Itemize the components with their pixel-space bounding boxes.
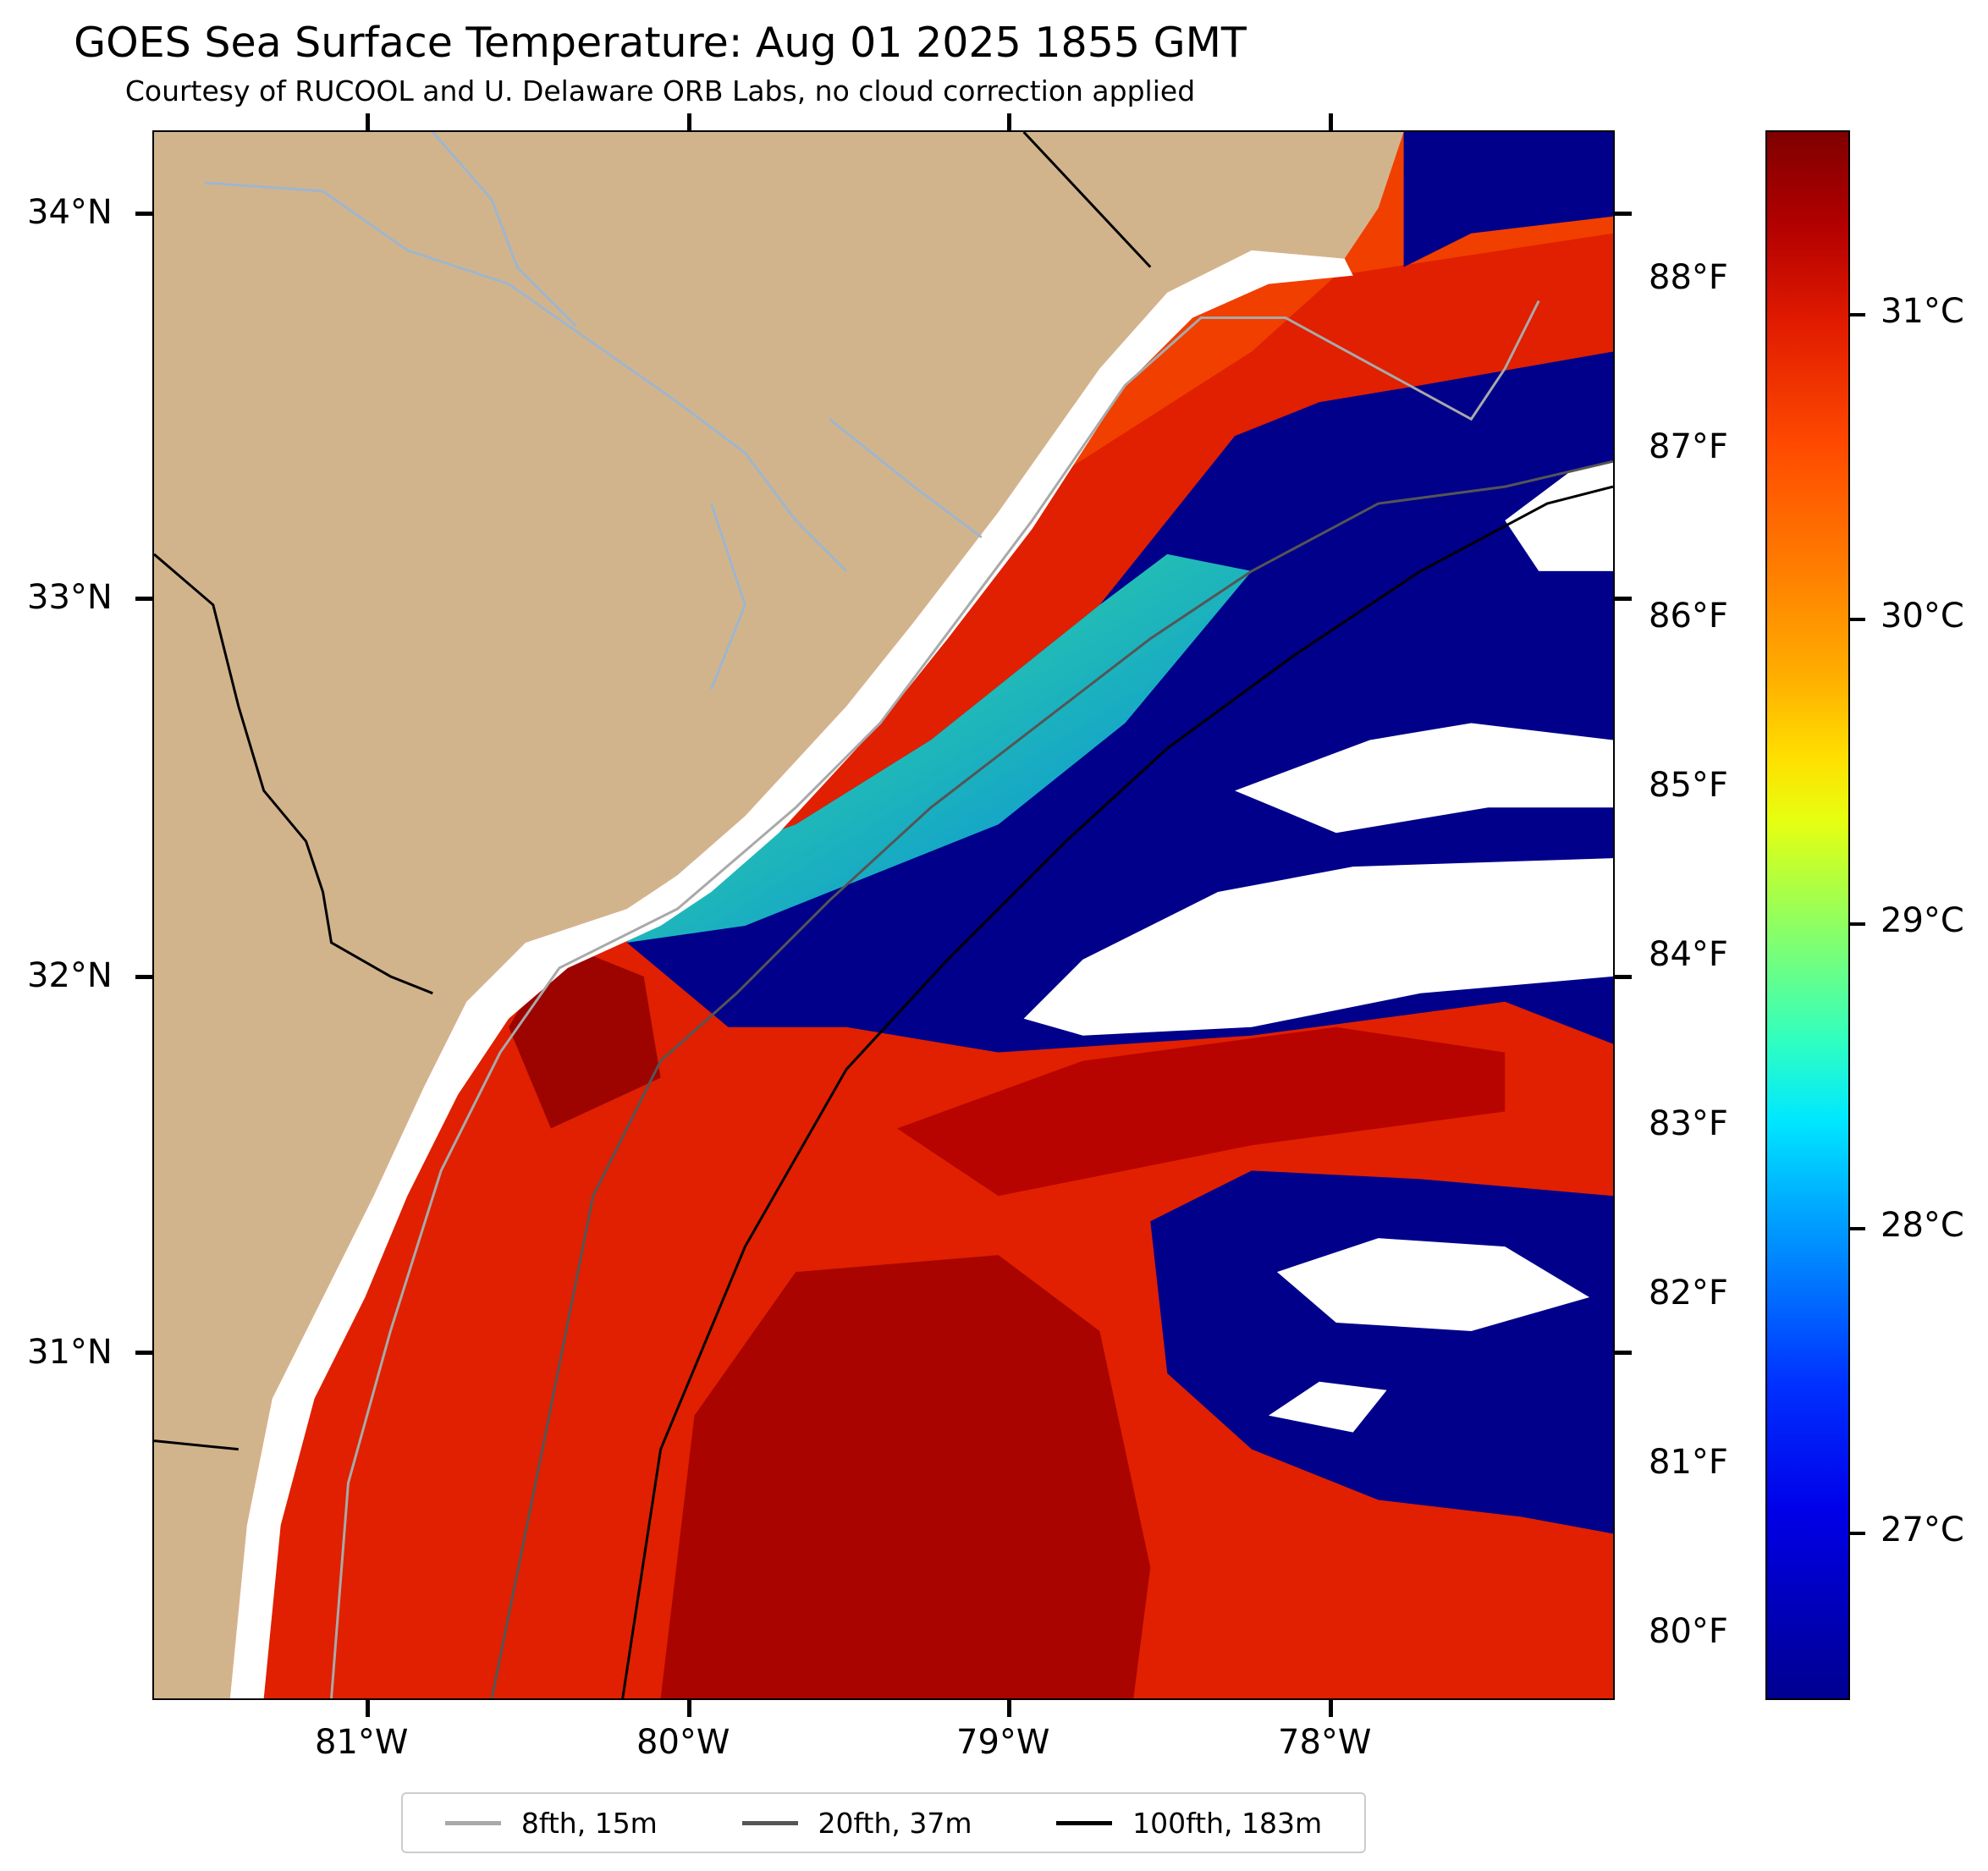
fahrenheit-label: 80°F xyxy=(1649,1612,1728,1651)
tick xyxy=(1007,113,1011,130)
legend-item-20fth: 20fth, 37m xyxy=(741,1806,972,1840)
state-border xyxy=(1022,132,1152,268)
tick xyxy=(1007,1700,1011,1717)
tick xyxy=(135,597,152,601)
sst-map-canvas xyxy=(154,132,1613,1698)
hot-core-middle xyxy=(896,1026,1506,1197)
tick xyxy=(135,975,152,979)
latitude-label: 32°N xyxy=(27,956,113,995)
tick xyxy=(1615,597,1632,601)
tick xyxy=(1615,212,1632,216)
legend-swatch xyxy=(1056,1820,1113,1825)
isobath-legend: 8fth, 15m 20fth, 37m 100fth, 183m xyxy=(401,1792,1366,1853)
state-border xyxy=(154,1439,239,1451)
river xyxy=(432,132,577,327)
isobath-20fth xyxy=(490,459,1613,1698)
hot-core-south xyxy=(660,1255,1151,1698)
fahrenheit-label: 85°F xyxy=(1649,766,1728,805)
hot-core-north xyxy=(509,942,661,1129)
cold-edge xyxy=(626,553,1252,943)
latitude-label: 33°N xyxy=(27,578,113,617)
cloud-gap-4 xyxy=(1505,461,1613,571)
tick xyxy=(1850,618,1865,621)
legend-item-100fth: 100fth, 183m xyxy=(1056,1807,1322,1840)
legend-label: 20fth, 37m xyxy=(818,1806,972,1840)
celsius-label: 27°C xyxy=(1881,1511,1964,1549)
river xyxy=(710,503,746,691)
state-border xyxy=(154,553,433,995)
tick xyxy=(1850,1227,1865,1230)
tick xyxy=(135,212,152,216)
tick xyxy=(1615,975,1632,979)
celsius-label: 31°C xyxy=(1881,292,1964,331)
sst-map xyxy=(152,130,1615,1700)
tick xyxy=(135,1351,152,1355)
tick xyxy=(687,1700,691,1717)
tick xyxy=(1850,922,1865,926)
tick xyxy=(366,1700,370,1717)
legend-swatch xyxy=(444,1820,501,1825)
fahrenheit-label: 87°F xyxy=(1649,427,1728,466)
celsius-label: 28°C xyxy=(1881,1206,1964,1245)
longitude-label: 81°W xyxy=(315,1723,409,1762)
land xyxy=(154,132,1404,1698)
fahrenheit-label: 88°F xyxy=(1649,258,1728,297)
latitude-label: 34°N xyxy=(27,193,113,232)
map-subtitle: Courtesy of RUCOOL and U. Delaware ORB L… xyxy=(124,74,1196,107)
tick xyxy=(1329,1700,1333,1717)
longitude-label: 80°W xyxy=(636,1723,730,1762)
isobath-8fth xyxy=(330,300,1540,1698)
fahrenheit-label: 81°F xyxy=(1649,1443,1728,1482)
tick xyxy=(1329,113,1333,130)
fahrenheit-label: 83°F xyxy=(1649,1104,1728,1143)
legend-swatch xyxy=(741,1820,798,1825)
legend-label: 8fth, 15m xyxy=(520,1806,658,1840)
cloud-gap-1 xyxy=(1023,858,1613,1036)
cold-northeast xyxy=(1403,132,1613,267)
cloud-gap-5 xyxy=(1268,1381,1387,1433)
river xyxy=(829,418,983,539)
celsius-label: 29°C xyxy=(1881,901,1964,940)
legend-label: 100fth, 183m xyxy=(1132,1806,1323,1840)
longitude-label: 78°W xyxy=(1278,1723,1372,1762)
tick xyxy=(366,113,370,130)
tick xyxy=(687,113,691,130)
map-title: GOES Sea Surface Temperature: Aug 01 202… xyxy=(74,19,1247,67)
latitude-label: 31°N xyxy=(27,1333,113,1372)
fahrenheit-label: 84°F xyxy=(1649,935,1728,974)
isobath-100fth xyxy=(621,485,1613,1698)
celsius-label: 30°C xyxy=(1881,597,1964,636)
longitude-label: 79°W xyxy=(956,1723,1050,1762)
cloud-gap-2 xyxy=(1235,723,1613,834)
tick xyxy=(1615,1351,1632,1355)
river xyxy=(204,181,848,572)
tick xyxy=(1850,313,1865,316)
cloud-gap-3 xyxy=(1276,1238,1590,1331)
temperature-colorbar xyxy=(1765,130,1850,1700)
fahrenheit-label: 82°F xyxy=(1649,1274,1728,1312)
tick xyxy=(1850,1532,1865,1535)
fahrenheit-label: 86°F xyxy=(1649,597,1728,636)
legend-item-8fth: 8fth, 15m xyxy=(444,1806,658,1840)
